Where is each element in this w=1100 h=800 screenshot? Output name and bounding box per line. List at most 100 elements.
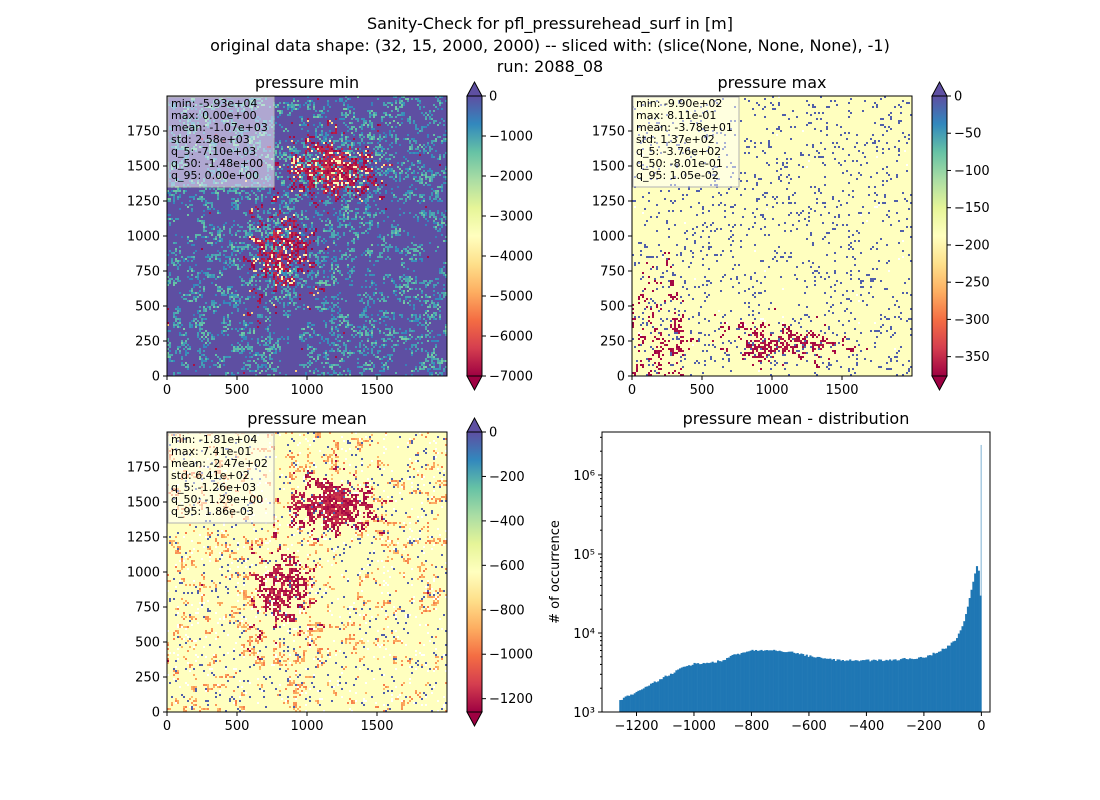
histogram-bar [695, 663, 698, 712]
y-tick-label: 750 [135, 601, 160, 616]
colorbar-tick-label: −800 [489, 603, 525, 618]
histogram-bar [669, 673, 673, 712]
histogram-bar [936, 652, 939, 712]
histogram-bar [642, 688, 645, 712]
colorbar-tick-label: −50 [954, 127, 981, 142]
y-axis: 10³ 10⁴ 10⁵ 10⁶ [573, 436, 602, 721]
histogram-bar [778, 650, 781, 712]
histogram-bar [751, 649, 754, 712]
histogram-bar [861, 660, 864, 712]
histogram-bar [849, 659, 852, 712]
x-tick-label: 0 [628, 383, 636, 398]
histogram-bar [858, 661, 861, 712]
histogram-bar [963, 621, 966, 712]
histogram-bar [872, 659, 875, 712]
x-tick-label: 1000 [755, 383, 788, 398]
histogram-bar [655, 682, 658, 712]
histogram-bar [662, 677, 665, 712]
histogram-bar [622, 697, 625, 712]
histogram-bar [809, 655, 812, 712]
x-tick-label: −200 [906, 719, 942, 734]
histogram-bar [894, 659, 897, 712]
histogram-bar [791, 651, 794, 712]
histogram-bar [637, 690, 640, 712]
stats-line: std: 6.41e+02 [171, 469, 250, 482]
histogram-bar [784, 652, 787, 712]
y-tick-label: 1250 [127, 195, 160, 210]
colorbar-tick-label: −600 [489, 559, 525, 574]
histogram-bar [660, 679, 664, 712]
histogram-bar [941, 648, 944, 712]
y-tick-label: 250 [135, 671, 160, 686]
stats-line: q_5: -7.10e+03 [171, 145, 256, 158]
colorbar: 0 −1000 −2000 −3000 −4000 −5000 −6000 −7000 [466, 80, 533, 392]
histogram-bar [666, 676, 669, 712]
x-tick-label: −1000 [672, 719, 716, 734]
y-tick-label: 1750 [127, 125, 160, 140]
histogram-bar [972, 581, 975, 712]
histogram-bar [896, 660, 899, 712]
histogram-bar [626, 695, 629, 712]
stats-line: q_50: -1.48e+00 [171, 157, 263, 170]
stats-line: max: 7.41e-01 [171, 445, 251, 458]
stats-line: max: 0.00e+00 [171, 109, 257, 122]
colorbar-extend-bottom [466, 375, 483, 392]
histogram-bar [901, 658, 904, 712]
histogram-bar [968, 598, 971, 712]
histogram-bar [867, 659, 870, 712]
histogram-bar [914, 658, 917, 712]
histogram-bar [800, 653, 803, 712]
histogram-bar [925, 657, 928, 712]
histogram-bar [706, 662, 709, 712]
histogram-bar [943, 648, 946, 712]
histogram-bar [899, 659, 903, 712]
x-tick-label: 0 [163, 719, 171, 734]
histogram-bar [659, 679, 662, 712]
histogram-bar [912, 659, 915, 712]
histogram-bar-spike [980, 444, 982, 712]
x-tick-label: 0 [977, 719, 985, 734]
panel-pressure-min: pressure min 0 500 1000 1500 0 250 500 750 1000 12… [127, 73, 533, 398]
colorbar-tick-label: −100 [954, 164, 990, 179]
histogram-bar [845, 660, 848, 712]
histogram-bar [698, 664, 702, 712]
y-tick-label: 500 [135, 636, 160, 651]
colorbar-tick-label: −250 [954, 276, 990, 291]
colorbar-tick-label: −4000 [489, 250, 533, 265]
colorbar-tick-label: −200 [489, 470, 525, 485]
colorbar: 0 −200 −400 −600 −800 −1000 −1200 [466, 416, 533, 728]
histogram-bar [814, 657, 817, 712]
histogram-bar [832, 658, 836, 712]
histogram-bar [709, 662, 712, 712]
histogram-bar [762, 650, 765, 712]
colorbar-tick-label: −7000 [489, 370, 533, 385]
histogram-bar [959, 630, 962, 712]
histogram-bar [688, 665, 691, 712]
histogram-bar [966, 606, 970, 712]
histogram-bar [744, 652, 747, 712]
colorbar-tick-label: −1200 [489, 692, 533, 707]
histogram-bar [675, 670, 678, 712]
histogram-bar [865, 659, 868, 712]
histogram-bar [731, 654, 734, 712]
x-tick-label: 1000 [290, 383, 323, 398]
title-line-1: Sanity-Check for pfl_pressurehead_surf i… [367, 14, 733, 34]
histogram-bar [840, 660, 843, 712]
histogram-bar [910, 658, 913, 712]
histogram-bars [619, 444, 982, 712]
y-tick-label: 0 [617, 370, 625, 385]
histogram-bar [961, 626, 964, 712]
histogram-bar [816, 656, 819, 712]
y-tick-label: 1500 [592, 160, 625, 175]
histogram-bar [735, 654, 738, 712]
histogram-bar [745, 651, 749, 712]
histogram-bar [671, 673, 674, 712]
colorbar-tick-label: 0 [954, 90, 962, 105]
histogram-bar [889, 659, 892, 712]
histogram-bar [881, 661, 884, 712]
histogram-bar [704, 663, 707, 712]
histogram-bar [691, 664, 694, 712]
histogram-bar [919, 656, 922, 712]
histogram-bar [668, 675, 671, 712]
